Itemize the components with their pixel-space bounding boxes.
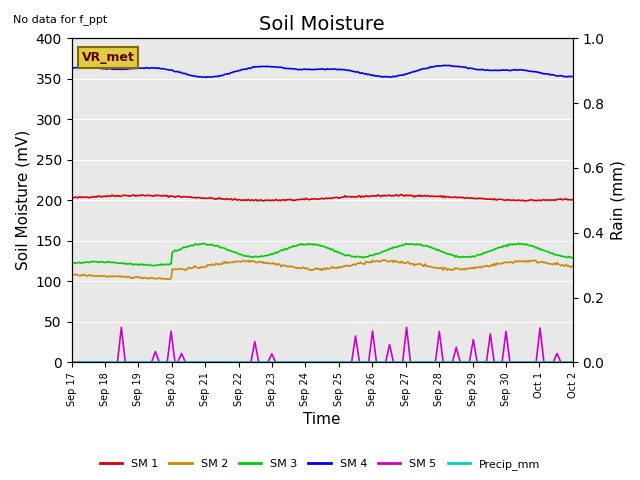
X-axis label: Time: Time (303, 412, 341, 427)
Legend: SM 1, SM 2, SM 3, SM 4, SM 5, Precip_mm: SM 1, SM 2, SM 3, SM 4, SM 5, Precip_mm (95, 455, 545, 474)
Text: No data for f_ppt: No data for f_ppt (13, 14, 107, 25)
Text: VR_met: VR_met (82, 51, 134, 64)
Y-axis label: Soil Moisture (mV): Soil Moisture (mV) (15, 130, 30, 270)
Y-axis label: Rain (mm): Rain (mm) (610, 160, 625, 240)
Title: Soil Moisture: Soil Moisture (259, 15, 385, 34)
